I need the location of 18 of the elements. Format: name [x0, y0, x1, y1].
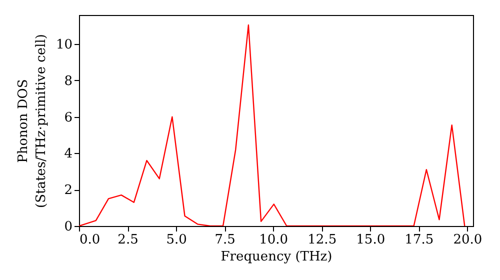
x-axis-title: Frequency (THz) — [220, 250, 332, 264]
x-tick-label: 15.0 — [356, 232, 386, 248]
x-tick-label: 10.0 — [259, 232, 288, 248]
y-tick-label: 2 — [64, 183, 72, 198]
x-tick-label: 20.0 — [453, 232, 482, 248]
y-tick-label: 8 — [64, 74, 72, 89]
y-tick-label: 4 — [64, 146, 72, 162]
line-series — [79, 24, 466, 226]
y-tick-label: 10 — [56, 38, 72, 53]
x-tick-label: 17.5 — [404, 232, 434, 248]
y-axis-title: Phonon DOS (States/THz·primitive cell) — [16, 34, 49, 208]
x-tick-label: 2.5 — [118, 232, 138, 248]
x-tick-label: 7.5 — [214, 232, 236, 248]
x-tick-label: 5.0 — [166, 232, 187, 248]
x-tick-label: 0.0 — [80, 232, 100, 248]
y-tick-label: 6 — [64, 110, 72, 126]
y-tick-label: 0 — [64, 220, 72, 234]
x-tick-label: 12.5 — [308, 232, 337, 248]
